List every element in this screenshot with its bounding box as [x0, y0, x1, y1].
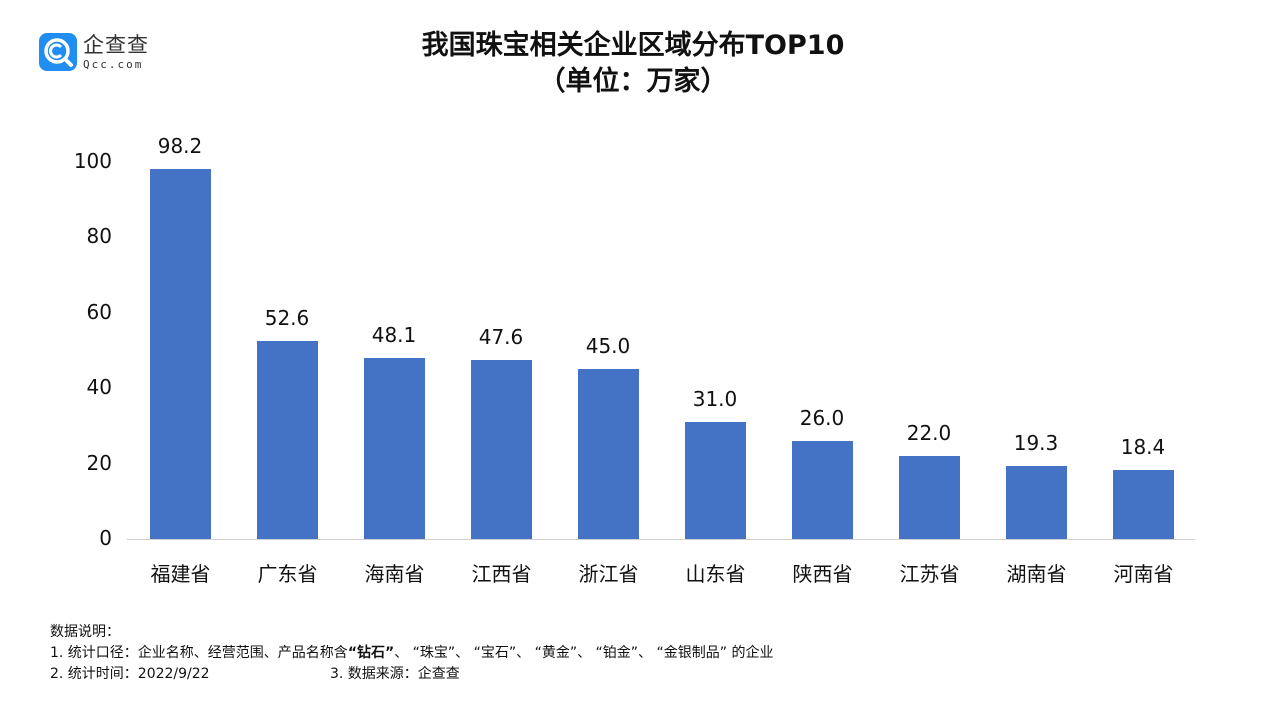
qcc-magnifier-icon [39, 33, 77, 71]
y-tick-label: 60 [86, 299, 112, 324]
y-tick-label: 0 [99, 526, 112, 550]
bar [471, 359, 532, 539]
notes-date: 2. 统计时间：2022/9/22 [50, 666, 210, 682]
y-tick-label: 80 [86, 224, 112, 249]
data-label: 47.6 [478, 324, 524, 349]
notes-scope-prefix: 1. 统计口径：企业名称、经营范围、产品名称含 [50, 645, 348, 661]
x-category-label: 江苏省 [899, 562, 960, 586]
bar [899, 456, 960, 539]
notes-scope: 1. 统计口径：企业名称、经营范围、产品名称含“钻石”、 “珠宝”、 “宝石”、… [50, 643, 773, 664]
bar [1006, 466, 1067, 539]
bar [150, 168, 211, 539]
notes-source: 3. 数据来源：企查查 [330, 666, 460, 682]
notes-scope-bold: “钻石” [347, 645, 395, 661]
data-label: 18.4 [1120, 434, 1166, 459]
data-label: 31.0 [692, 387, 738, 412]
bar [1113, 469, 1174, 539]
bar [685, 422, 746, 539]
data-label: 45.0 [585, 334, 631, 359]
data-label: 22.0 [906, 421, 952, 446]
bar [257, 340, 318, 539]
x-category-label: 山东省 [685, 562, 746, 586]
x-category-label: 福建省 [150, 562, 211, 586]
data-label: 52.6 [264, 305, 310, 330]
y-tick-label: 40 [86, 375, 112, 400]
x-category-label: 江西省 [471, 562, 532, 586]
logo-name-en: Qcc.com [83, 57, 144, 71]
bar [364, 357, 425, 539]
data-label: 19.3 [1013, 431, 1059, 456]
x-category-label: 浙江省 [578, 562, 639, 586]
notes-scope-rest: 、 “珠宝”、 “宝石”、 “黄金”、 “铂金”、 “金银制品” 的企业 [394, 645, 774, 661]
bar [578, 369, 639, 539]
bar [792, 440, 853, 539]
data-label: 98.2 [157, 133, 203, 158]
data-notes: 数据说明： 1. 统计口径：企业名称、经营范围、产品名称含“钻石”、 “珠宝”、… [50, 622, 773, 685]
notes-heading: 数据说明： [50, 624, 120, 640]
x-category-label: 海南省 [364, 562, 425, 586]
y-tick-label: 20 [86, 450, 112, 475]
data-label: 48.1 [371, 322, 417, 347]
data-label: 26.0 [799, 405, 845, 430]
x-category-label: 湖南省 [1006, 562, 1067, 586]
qcc-logo: 企查查 Qcc.com [39, 33, 149, 71]
chart-title: 我国珠宝相关企业区域分布TOP10 （单位：万家） [0, 28, 1267, 100]
logo-name-cn: 企查查 [83, 32, 149, 57]
chart-title-line2: （单位：万家） [538, 66, 728, 97]
x-category-label: 广东省 [257, 562, 318, 586]
x-category-label: 河南省 [1113, 562, 1174, 586]
chart-title-line1: 我国珠宝相关企业区域分布TOP10 [421, 30, 845, 61]
x-category-label: 陕西省 [792, 562, 853, 586]
x-axis-line [127, 539, 1195, 540]
y-tick-label: 100 [73, 149, 112, 173]
